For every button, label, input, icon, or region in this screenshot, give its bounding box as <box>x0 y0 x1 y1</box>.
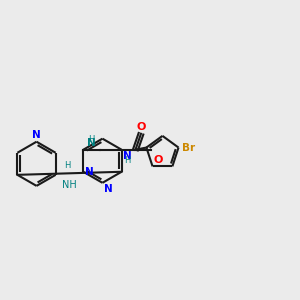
Text: H: H <box>124 156 130 165</box>
Text: O: O <box>154 154 163 165</box>
Text: N: N <box>104 184 112 194</box>
Text: O: O <box>136 122 146 132</box>
Text: H: H <box>64 160 70 169</box>
Text: NH: NH <box>62 180 77 190</box>
Text: N: N <box>32 130 41 140</box>
Text: Br: Br <box>182 142 195 152</box>
Text: N: N <box>85 167 94 177</box>
Text: H: H <box>88 135 95 144</box>
Text: N: N <box>87 139 96 148</box>
Text: N: N <box>123 151 131 161</box>
